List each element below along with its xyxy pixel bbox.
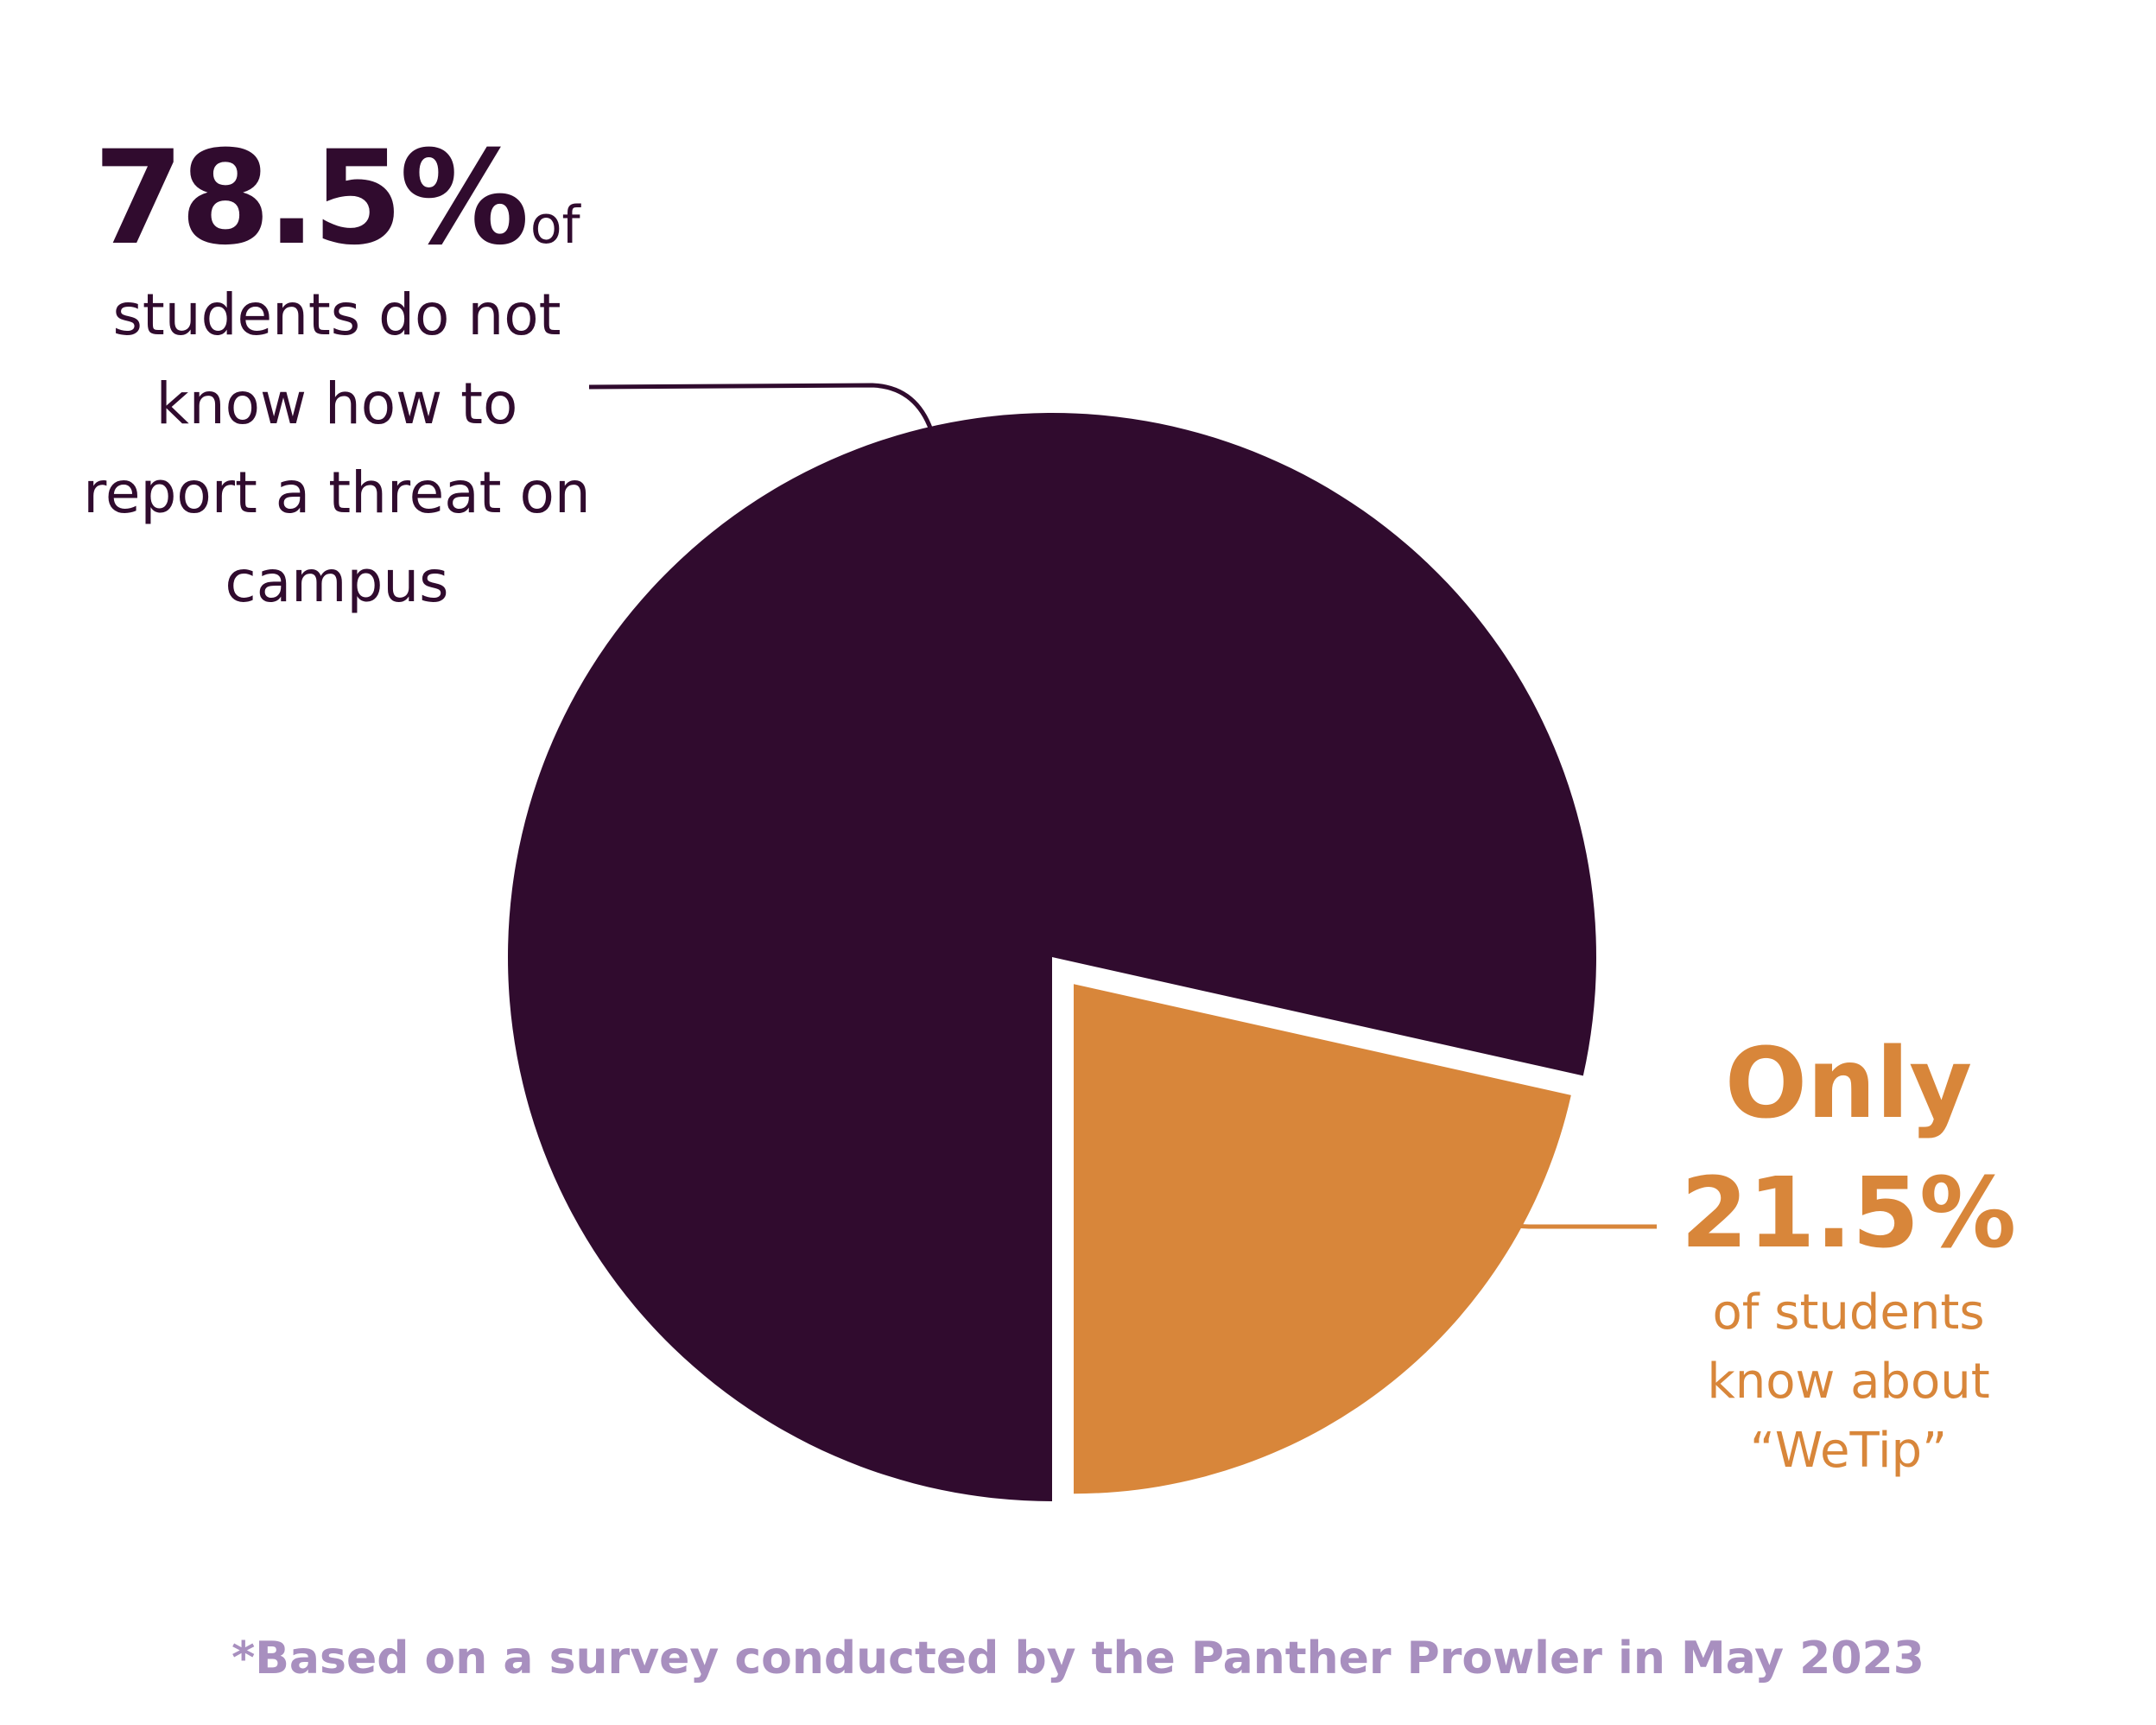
- footnote: *Based on a survey conducted by the Pant…: [231, 1633, 1925, 1684]
- majority-label-line: campus: [225, 549, 449, 615]
- callout-minority: Only 21.5% of students know about “WeTip…: [1650, 1019, 2047, 1486]
- majority-label-line: students do not: [112, 282, 561, 348]
- minority-percentage: 21.5%: [1680, 1157, 2017, 1270]
- majority-percentage: 78.5%: [93, 124, 529, 274]
- majority-label-line: report a threat on: [83, 460, 591, 526]
- leader-line-left: [588, 383, 934, 431]
- minority-prefix: Only: [1724, 1028, 1973, 1140]
- minority-label-line: know about: [1707, 1354, 1990, 1410]
- majority-suffix: of: [529, 195, 580, 256]
- minority-label-line: of students: [1712, 1284, 1985, 1341]
- pie-slice-minority: [1074, 984, 1571, 1494]
- minority-label-line: “WeTip”: [1749, 1423, 1948, 1479]
- pie-slices: [508, 413, 1597, 1501]
- leader-line-right: [1460, 1201, 1657, 1229]
- pie-slice-majority: [508, 413, 1597, 1501]
- callout-majority: 78.5% of students do not know how to rep…: [35, 130, 639, 626]
- majority-label-line: know how to: [155, 371, 518, 437]
